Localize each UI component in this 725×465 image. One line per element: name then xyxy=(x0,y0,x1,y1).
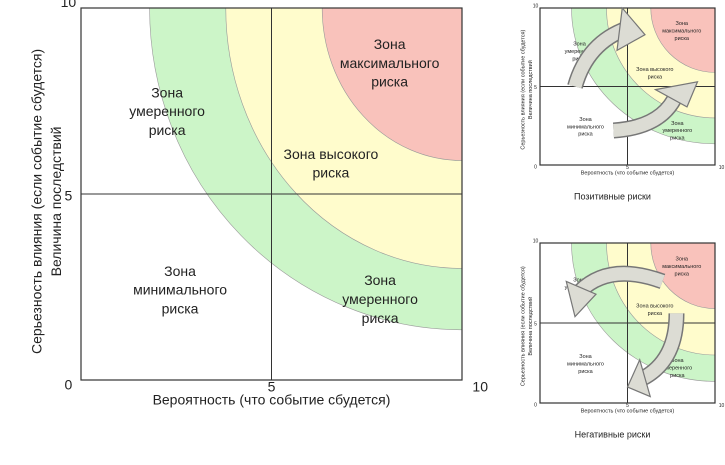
zone-label: Зона высокого риска xyxy=(636,68,673,81)
zones xyxy=(149,8,462,330)
plot-frame xyxy=(80,7,463,381)
tick-label: 5 xyxy=(65,188,73,204)
zone-label: Зона высокого риска xyxy=(284,145,379,180)
zone-label: Зона умеренного риска xyxy=(129,84,205,138)
panel: ЗонамаксимальногорискаЗонаумеренногориск… xyxy=(520,239,725,440)
zone-label: Зона умеренного риска xyxy=(342,272,418,326)
tick-label: 10 xyxy=(472,378,488,394)
zone-label-line: Зона xyxy=(579,355,592,361)
y-axis-label: Серьезность влияния (если событие сбудет… xyxy=(520,266,526,386)
zone-label: Зона высокого риска xyxy=(636,304,673,317)
tick-label: 10 xyxy=(533,4,539,10)
zone-label-line: Зона высокого xyxy=(636,304,673,310)
zone-label-line: Зона высокого xyxy=(284,145,379,161)
tick-label: 5 xyxy=(534,85,537,91)
zone-label-line: риска xyxy=(578,369,593,375)
zone-label-line: Зона xyxy=(573,42,586,48)
zone-label-line: Зона xyxy=(151,84,183,100)
zone xyxy=(650,8,715,73)
tick-label: 10 xyxy=(719,165,725,171)
zone-label-line: умеренного xyxy=(565,49,595,55)
zone-label: Зона максимального риска xyxy=(340,36,440,90)
x-axis-label: Вероятность (что событие сбудется) xyxy=(581,171,675,177)
zone xyxy=(321,8,462,161)
zone-label: Зона максимального риска xyxy=(662,22,701,43)
y-axis-label: Величина последствий xyxy=(527,297,534,356)
arrow-head xyxy=(616,6,646,52)
panel: Зона максимального риска Зона умеренного риск… xyxy=(28,0,488,408)
arrow-head xyxy=(565,280,598,318)
zone-label-line: минимального xyxy=(567,362,604,368)
zone-label-line: риска xyxy=(578,132,593,138)
arrow-body xyxy=(638,313,683,385)
y-axis-label: Серьезность влияния (если событие сбудет… xyxy=(28,49,44,354)
zone-label-line: риска xyxy=(670,373,685,379)
tick-label: 10 xyxy=(61,0,77,10)
x-axis-label: Вероятность (что событие сбудется) xyxy=(153,392,391,408)
plot-frame xyxy=(539,242,716,404)
zone-label: Зона минимального риска xyxy=(567,117,604,138)
tick-label: 5 xyxy=(534,321,537,327)
plot-frame xyxy=(539,7,716,166)
zone-label-line: Зона высокого xyxy=(636,68,673,74)
zone-label-line: Зона xyxy=(579,117,592,123)
tick-label: 5 xyxy=(268,378,276,394)
zone-label-line: риска xyxy=(313,164,350,180)
zone-label-line: риска xyxy=(362,310,399,326)
zone-label-line: риска xyxy=(648,75,663,81)
zone-label-line: Зона xyxy=(671,121,684,127)
zone xyxy=(650,243,715,309)
zone-label-line: максимального xyxy=(662,29,701,35)
zone-label-line: риска xyxy=(371,73,408,89)
zone-label-line: Зона xyxy=(676,257,689,263)
tick-label: 0 xyxy=(534,402,537,408)
tick-label: 5 xyxy=(626,165,629,171)
zone-label: Зона минимального риска xyxy=(133,263,227,317)
zone-label-line: умеренного xyxy=(342,291,418,307)
panel-caption: Негативные риски xyxy=(575,429,651,439)
zone-label-line: Зона xyxy=(676,22,689,28)
tick-label: 5 xyxy=(626,403,629,409)
y-axis-label: Величина последствий xyxy=(48,127,64,277)
zone-label: Зона минимального риска xyxy=(567,355,604,376)
panel-caption: Позитивные риски xyxy=(574,191,651,201)
zone-label-line: максимального xyxy=(340,55,440,71)
arrow-head xyxy=(653,80,699,108)
y-axis-label: Величина последствий xyxy=(527,60,534,119)
zone-label-line: риска xyxy=(675,272,690,278)
tick-label: 10 xyxy=(533,239,539,245)
zone-label-line: минимального xyxy=(567,125,604,131)
x-axis-label: Вероятность (что событие сбудется) xyxy=(581,409,675,415)
arrow-head xyxy=(626,358,652,398)
zone-label-line: риска xyxy=(162,300,199,316)
zone-label-line: риска xyxy=(675,36,690,42)
zone-label-line: максимального xyxy=(662,264,701,270)
tick-label: 0 xyxy=(65,376,73,392)
zone-label-line: умеренного xyxy=(663,129,693,135)
zone-label-line: Зона xyxy=(164,263,196,279)
zone-label-line: умеренного xyxy=(663,366,693,372)
zone-label-line: Зона xyxy=(364,272,396,288)
zone-label-line: умеренного xyxy=(129,103,205,119)
tick-label: 0 xyxy=(534,164,537,170)
zone-label-line: минимального xyxy=(133,281,227,297)
y-axis-label: Серьезность влияния (если событие сбудет… xyxy=(520,30,526,150)
zone-label-line: Зона xyxy=(374,36,406,52)
zone-label-line: Зона xyxy=(671,359,684,365)
tick-label: 10 xyxy=(719,403,725,409)
zone-label-line: риска xyxy=(670,136,685,142)
arrow-body xyxy=(575,267,665,296)
zone-label-line: риска xyxy=(648,311,663,317)
zone-label-line: риска xyxy=(149,122,186,138)
zone-label: Зона максимального риска xyxy=(662,257,701,278)
